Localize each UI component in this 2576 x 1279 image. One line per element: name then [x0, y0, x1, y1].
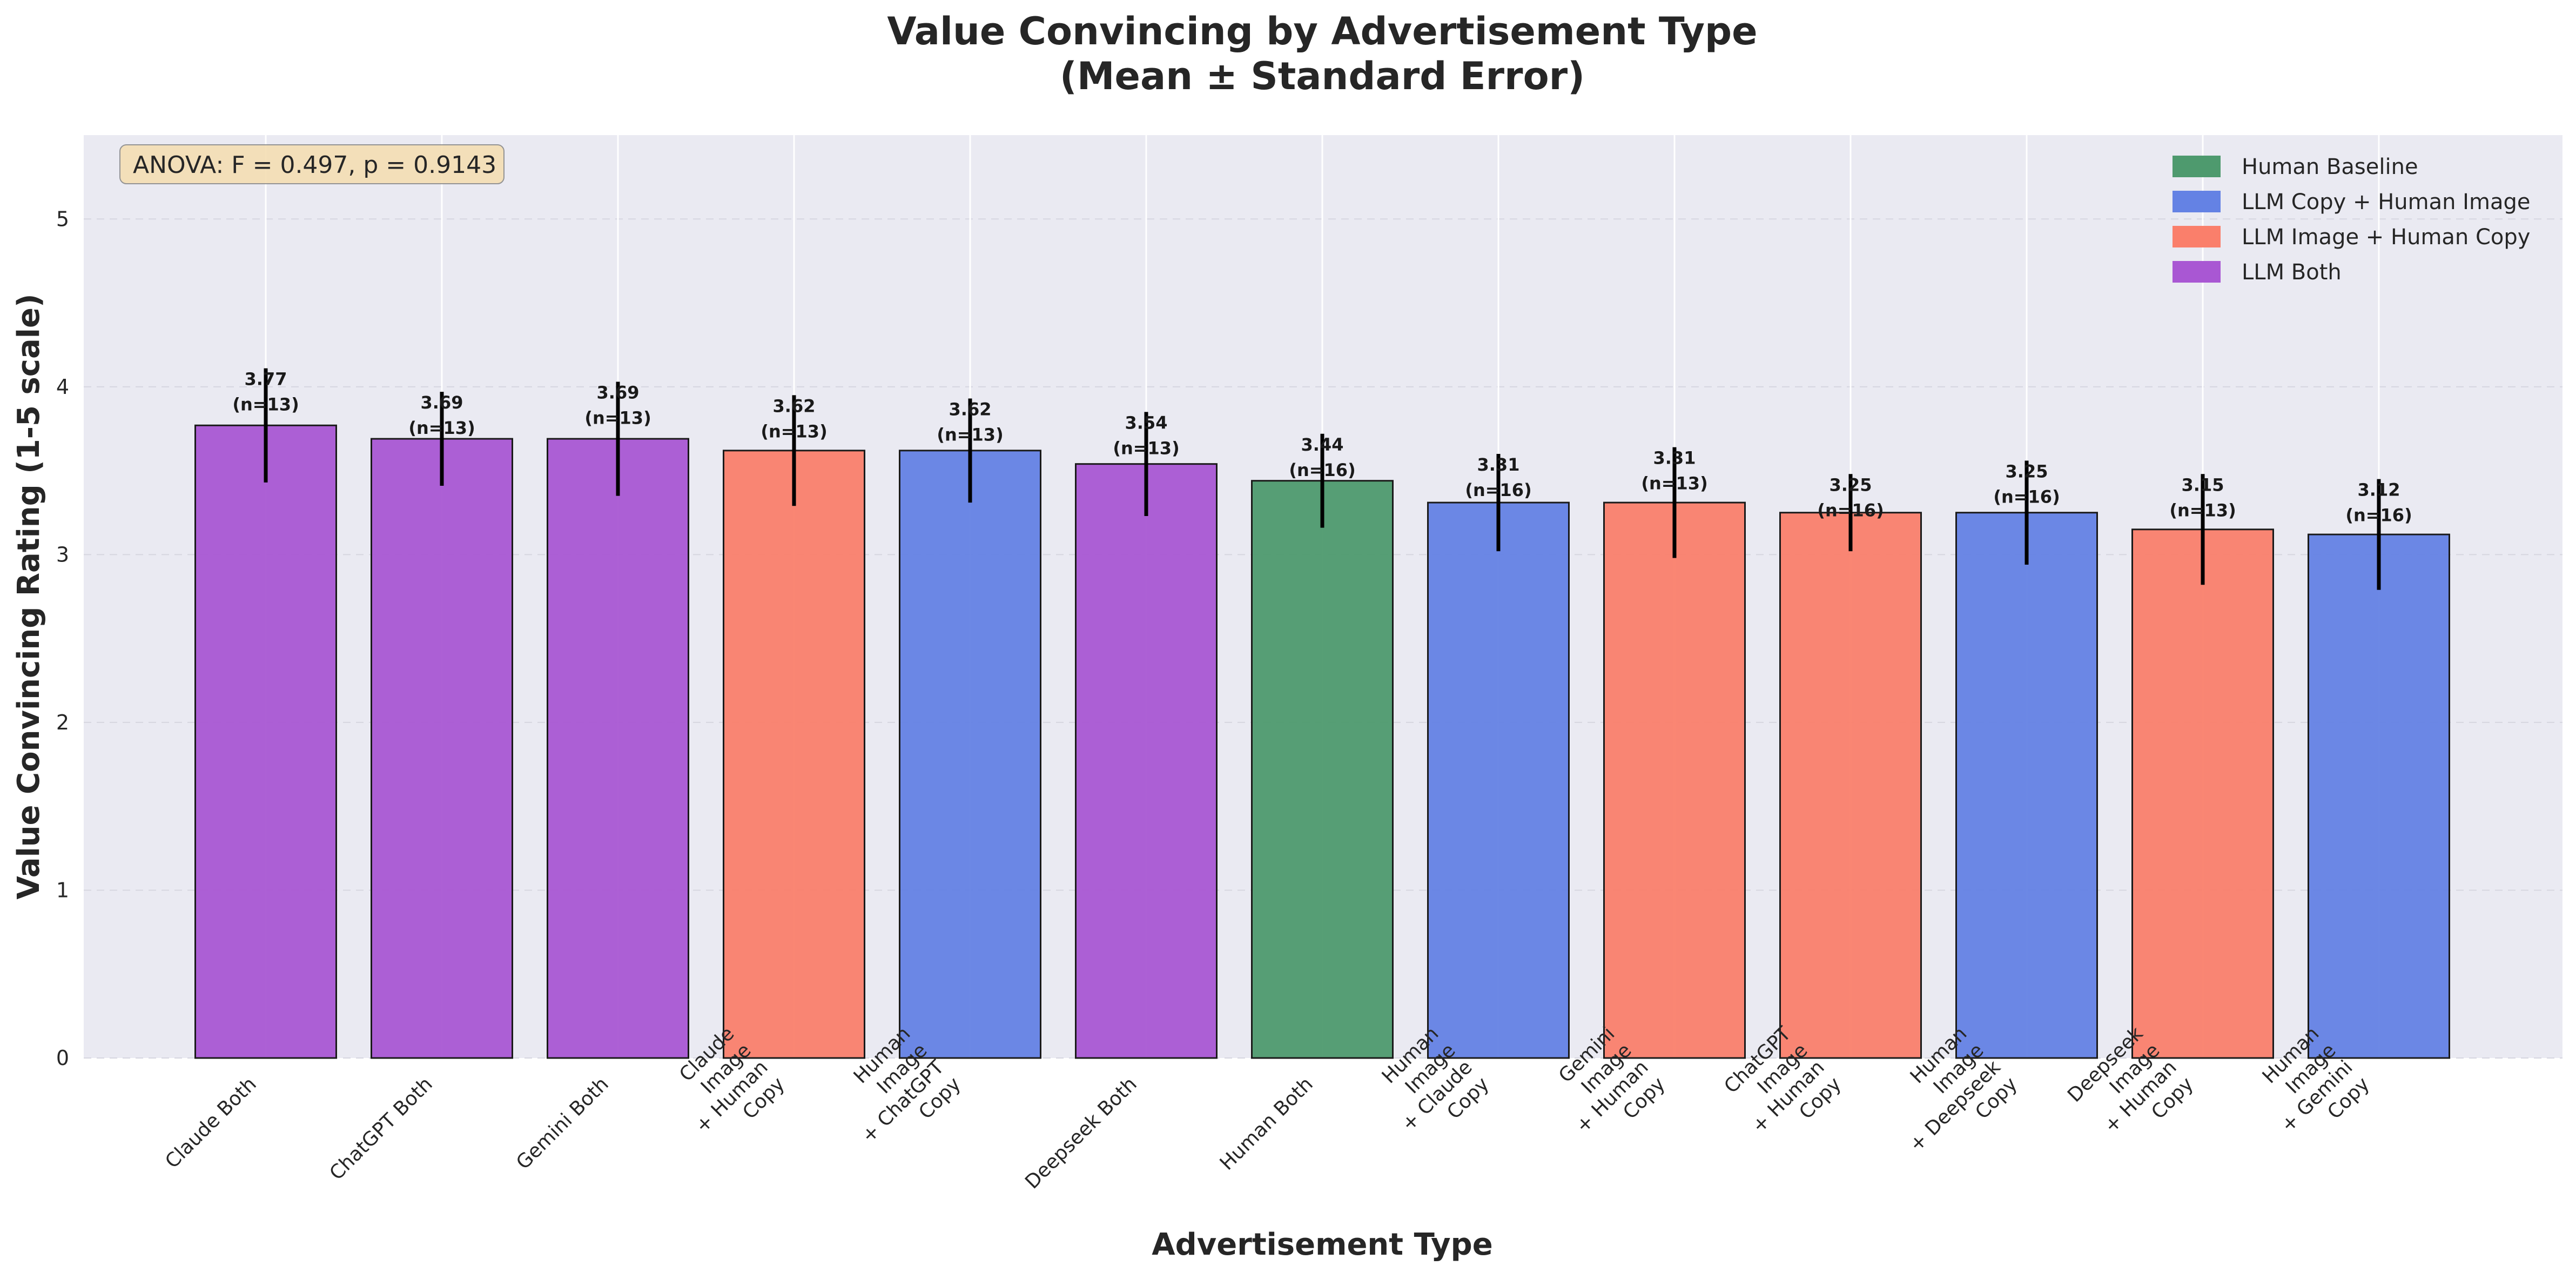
legend-label: Human Baseline: [2242, 155, 2418, 179]
y-tick-label: 5: [56, 207, 69, 231]
n-label: (n=16): [1465, 480, 1531, 500]
bar: [1075, 463, 1218, 1059]
y-axis-title: Value Convincing Rating (1-5 scale): [11, 293, 46, 899]
legend: Human Baseline LLM Copy + Human Image LLM …: [2173, 155, 2530, 285]
x-tick-label-line: ChatGPT Both: [325, 1073, 436, 1184]
value-label: 3.77: [245, 369, 287, 390]
n-label: (n=13): [1113, 438, 1179, 458]
y-tick-label: 3: [56, 543, 69, 566]
bar: [371, 438, 513, 1059]
bar: [899, 450, 1041, 1059]
x-tick-label: Deepseek Both: [1021, 1073, 1141, 1194]
chart-subtitle: (Mean ± Standard Error): [1060, 54, 1585, 98]
bar: [1251, 480, 1394, 1059]
x-tick-label: ChatGPT Both: [325, 1073, 436, 1184]
bar: [1779, 512, 1922, 1059]
bar: [547, 438, 689, 1059]
value-label: 3.25: [2006, 461, 2048, 481]
legend-swatch: [2173, 156, 2221, 177]
x-tick-label-line: Human Both: [1216, 1073, 1317, 1175]
bar: [1603, 501, 1746, 1059]
y-tick-label: 4: [56, 375, 69, 399]
value-label: 3.69: [421, 392, 463, 413]
bar: [2308, 533, 2450, 1059]
n-label: (n=13): [1641, 473, 1707, 494]
bar: [1427, 501, 1570, 1059]
bars: 3.77 (n=13) 3.69 (n=13) 3.69 (n=13) 3.62 (n=13)…: [194, 368, 2450, 1059]
value-label: 3.31: [1477, 454, 1520, 475]
x-tick-label-line: Claude Both: [161, 1073, 261, 1173]
x-tick-label: Human Both: [1216, 1073, 1317, 1175]
value-label: 3.62: [949, 399, 992, 420]
y-tick-label: 2: [56, 711, 69, 734]
n-label: (n=16): [1993, 486, 2060, 507]
value-label: 3.31: [1653, 448, 1696, 468]
x-tick-label: Gemini Both: [512, 1073, 613, 1174]
value-label: 3.54: [1125, 412, 1168, 433]
n-label: (n=16): [2345, 505, 2412, 526]
value-label: 3.69: [597, 383, 640, 403]
chart-title: Value Convincing by Advertisement Type: [887, 9, 1757, 53]
n-label: (n=13): [232, 394, 299, 415]
n-label: (n=13): [2169, 500, 2236, 520]
n-label: (n=13): [761, 421, 827, 441]
bar: [194, 424, 337, 1059]
legend-label: LLM Image + Human Copy: [2242, 225, 2530, 250]
anova-text: ANOVA: F = 0.497, p = 0.9143: [133, 151, 496, 179]
legend-swatch: [2173, 226, 2221, 247]
x-axis-title: Advertisement Type: [1152, 1227, 1492, 1262]
legend-label: LLM Copy + Human Image: [2242, 190, 2530, 215]
bar: [2131, 528, 2274, 1059]
value-label: 3.44: [1301, 434, 1344, 455]
n-label: (n=16): [1289, 460, 1355, 480]
y-tick-label: 1: [56, 878, 69, 902]
x-tick-label-line: Deepseek Both: [1021, 1073, 1141, 1194]
legend-swatch: [2173, 191, 2221, 212]
y-axis-ticks: 0 1 2 3 4 5: [56, 207, 69, 1070]
bar: [1955, 512, 2098, 1059]
value-label: 3.12: [2358, 480, 2400, 500]
legend-swatch: [2173, 261, 2221, 283]
anova-annotation: ANOVA: F = 0.497, p = 0.9143: [119, 144, 505, 184]
n-label: (n=16): [1817, 500, 1884, 520]
value-label: 3.25: [1830, 474, 1872, 495]
n-label: (n=13): [937, 425, 1003, 445]
anova-box: [119, 144, 505, 184]
legend-label: LLM Both: [2242, 260, 2342, 285]
n-label: (n=13): [408, 418, 475, 438]
x-tick-label: Claude Both: [161, 1073, 261, 1173]
n-label: (n=13): [584, 408, 651, 428]
x-tick-label-line: Gemini Both: [512, 1073, 613, 1174]
bar: [723, 450, 865, 1059]
value-label: 3.62: [773, 396, 816, 416]
y-tick-label: 0: [56, 1046, 69, 1070]
value-label: 3.15: [2182, 474, 2224, 495]
